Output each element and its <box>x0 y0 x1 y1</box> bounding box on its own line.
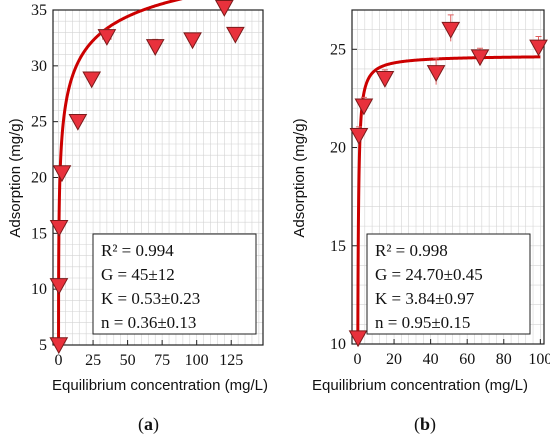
panel-a-x-label: Equilibrium concentration (mg/L) <box>52 377 268 394</box>
panel-a-marker <box>145 39 165 56</box>
panel-a-marker <box>183 32 202 50</box>
panel-b-point <box>354 96 374 116</box>
panel-a-y-tick-label: 20 <box>31 170 47 187</box>
panel-a-point <box>49 337 69 355</box>
panel-a-point <box>49 278 69 295</box>
panel-a-point <box>82 71 102 89</box>
panel-a-marker <box>214 0 234 17</box>
panel-a-y-tick-label: 15 <box>31 225 47 242</box>
panel-a-label-letter: a <box>144 414 153 434</box>
panel-b-x-tick-label: 0 <box>353 351 361 368</box>
panel-a-stats-frame <box>92 233 257 335</box>
panel-a-marker <box>97 29 117 46</box>
panel-a-x-tick-label: 50 <box>120 352 136 369</box>
panel-b-marker <box>470 49 490 67</box>
panel-b-point <box>349 126 369 145</box>
panel-b-stat-n: n = 0.95±0.15 <box>375 313 470 332</box>
panel-b-label-letter: b <box>420 414 430 434</box>
panel-a-stat-r2: R² = 0.994 <box>101 241 174 260</box>
panel-a-marker <box>226 26 245 44</box>
panel-b-x-tick-label: 60 <box>459 351 475 368</box>
panel-b-marker <box>441 21 461 39</box>
panel-b-fit-curve <box>356 55 541 346</box>
panel-b-marker <box>375 71 395 88</box>
panel-a-point <box>97 28 117 46</box>
panel-a-stat-n: n = 0.36±0.13 <box>101 313 196 332</box>
panel-a-stats-box: R² = 0.994 G = 45±12 K = 0.53±0.23 n = 0… <box>92 233 257 335</box>
panel-b-marker <box>426 65 446 82</box>
panel-a-marker <box>49 337 69 355</box>
panel-a-y-tick-label: 5 <box>39 337 47 354</box>
panel-a-x-tick-label: 25 <box>85 352 101 369</box>
panel-a-marker <box>68 113 88 131</box>
panel-b-marker <box>348 330 368 348</box>
panel-b-marker <box>354 98 374 116</box>
panel-a-point <box>183 32 202 50</box>
panel-b-stats-box: R² = 0.998 G = 24.70±0.45 K = 3.84±0.97 … <box>366 233 531 335</box>
panel-a-marker <box>82 71 102 89</box>
panel-b-stats-frame <box>366 233 531 335</box>
panel-b-stat-k: K = 3.84±0.97 <box>375 289 475 308</box>
panel-b-point <box>441 14 461 42</box>
panel-a-point <box>49 220 69 237</box>
panel-b-point <box>375 69 395 88</box>
panel-b-y-tick-label: 25 <box>330 41 346 58</box>
panel-a-ticks: 0 25 50 75 100 125 5 10 15 20 25 30 35 <box>31 2 243 369</box>
panel-a-point <box>68 113 88 131</box>
panel-a-point <box>226 26 245 44</box>
panel-b-stat-g: G = 24.70±0.45 <box>375 265 483 284</box>
panel-a-marker <box>49 278 69 295</box>
panel-b-x-label: Equilibrium concentration (mg/L) <box>312 377 528 394</box>
panel-b-label: (b) <box>414 414 436 435</box>
panel-a-y-tick-label: 25 <box>31 114 47 131</box>
panel-b-x-tick-label: 100 <box>528 351 550 368</box>
panel-a-marker <box>49 220 69 237</box>
panel-b-x-tick-label: 40 <box>423 351 439 368</box>
panel-b-marker <box>529 39 548 57</box>
panel-b-points <box>348 14 548 348</box>
panel-a-fit-curve <box>57 0 183 347</box>
panel-a-x-tick-label: 0 <box>55 352 63 369</box>
panel-b-marker <box>349 128 369 145</box>
panel-b-point <box>470 47 490 67</box>
panel-b-y-tick-label: 15 <box>330 238 346 255</box>
panel-a: 0 25 50 75 100 125 5 10 15 20 25 30 35 R² = 0.994 G … <box>7 0 268 435</box>
panel-b-frame <box>351 9 545 345</box>
panel-b: 0 20 40 60 80 100 10 15 20 25 R² = 0.998 G = 24.7… <box>291 9 550 435</box>
panel-a-point <box>145 38 165 56</box>
panel-a-label: (a) <box>138 414 159 435</box>
panel-a-y-tick-label: 35 <box>31 2 47 19</box>
panel-a-x-tick-label: 125 <box>219 352 243 369</box>
panel-b-y-label: Adsorption (mg/g) <box>291 118 308 237</box>
panel-a-points <box>49 0 245 355</box>
panel-a-stat-g: G = 45±12 <box>101 265 175 284</box>
panel-b-point <box>529 35 548 57</box>
panel-b-point <box>348 330 368 348</box>
panel-a-y-label: Adsorption (mg/g) <box>7 118 24 237</box>
panel-a-x-tick-label: 75 <box>154 352 170 369</box>
panel-b-stat-r2: R² = 0.998 <box>375 241 448 260</box>
panel-b-y-tick-label: 10 <box>330 336 346 353</box>
panel-b-x-tick-label: 80 <box>496 351 512 368</box>
panel-a-y-tick-label: 10 <box>31 281 47 298</box>
panel-a-y-tick-label: 30 <box>31 58 47 75</box>
panel-b-ticks: 0 20 40 60 80 100 10 15 20 25 <box>330 41 550 368</box>
panel-b-y-tick-label: 20 <box>330 140 346 157</box>
panel-a-point <box>52 165 72 183</box>
panel-b-point <box>426 57 446 85</box>
panel-a-stat-k: K = 0.53±0.23 <box>101 289 200 308</box>
panel-b-x-tick-label: 20 <box>386 351 402 368</box>
panel-a-x-tick-label: 100 <box>185 352 209 369</box>
panel-a-marker <box>52 165 72 183</box>
panel-a-point <box>214 0 234 17</box>
